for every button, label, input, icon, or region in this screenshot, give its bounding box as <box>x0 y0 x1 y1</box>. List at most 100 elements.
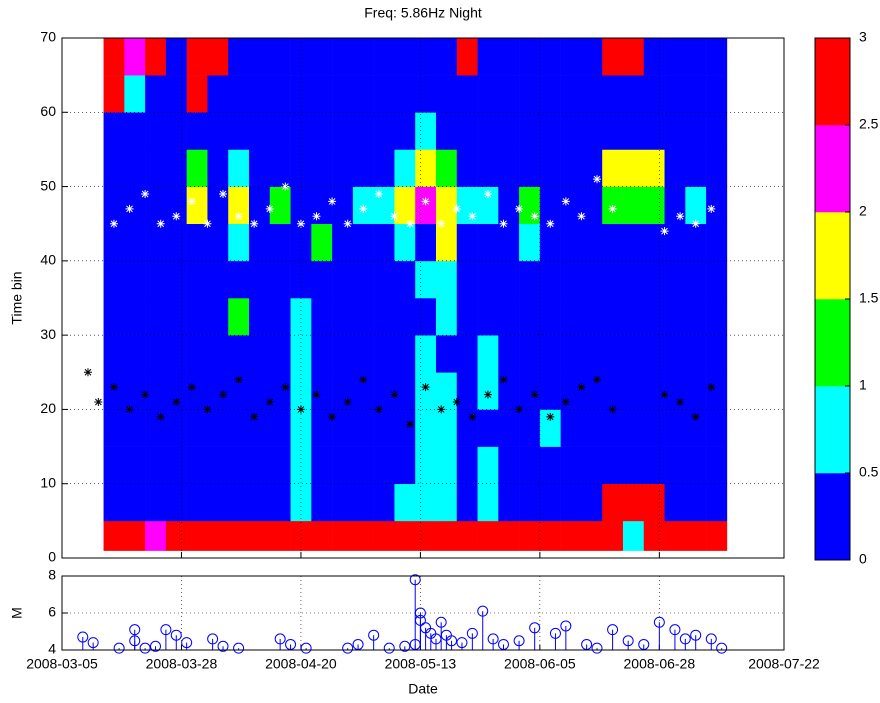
heatmap-cell <box>602 298 624 336</box>
heatmap-cell <box>394 186 416 225</box>
heatmap-cell <box>248 335 271 373</box>
heatmap-cell <box>477 483 499 522</box>
heatmap-cell <box>373 335 395 373</box>
heatmap-cell <box>560 38 582 76</box>
heatmap-cell <box>207 446 229 485</box>
colorbar-swatch <box>815 38 850 126</box>
heatmap-cell <box>664 520 686 551</box>
stem-marker <box>87 637 99 649</box>
heatmap-cell <box>622 112 645 150</box>
stem-marker <box>77 631 89 643</box>
heatmap-cell <box>560 112 582 150</box>
heatmap-cell <box>560 409 582 447</box>
colorbar-tick-label: 2.5 <box>859 116 879 132</box>
heatmap-cell <box>352 260 374 299</box>
heatmap-cell <box>248 223 271 262</box>
star-marker <box>593 375 602 384</box>
heatmap-cell <box>560 335 582 373</box>
heatmap-cell <box>560 186 582 225</box>
heatmap-cell <box>602 335 624 373</box>
stem-marker <box>513 635 525 647</box>
heatmap-cell <box>622 409 645 447</box>
heatmap-cell <box>103 223 125 262</box>
heatmap-cell <box>415 223 437 262</box>
heatmap-cell <box>519 112 541 150</box>
heatmap-cell <box>269 409 291 447</box>
star-marker <box>468 412 477 421</box>
heatmap-cell <box>124 409 146 447</box>
heatmap-cell <box>165 112 187 150</box>
star-marker <box>328 412 337 421</box>
stem-marker <box>300 642 312 654</box>
star-marker <box>359 375 368 384</box>
heatmap-cell <box>519 372 541 410</box>
heatmap-cell <box>581 446 603 485</box>
stem-marker <box>414 614 426 626</box>
star-marker <box>483 390 492 399</box>
heatmap-cell <box>207 409 229 447</box>
heatmap-cell <box>394 75 416 113</box>
colorbar-tick-label: 0.5 <box>859 464 879 480</box>
heatmap-cell <box>706 335 728 373</box>
heatmap-cell <box>539 335 561 373</box>
heatmap-cell <box>290 372 312 410</box>
star-marker <box>296 219 305 228</box>
heatmap-cell <box>228 483 250 522</box>
heatmap-cell <box>269 38 291 76</box>
heatmap-cell <box>706 38 728 76</box>
x-axis-label: Date <box>408 681 438 697</box>
heatmap-cell <box>435 260 458 299</box>
heatmap-cell <box>311 223 333 262</box>
heatmap-cell <box>394 483 416 522</box>
x-tick-label: 2008-06-28 <box>624 656 696 672</box>
heatmap-cell <box>290 409 312 447</box>
heatmap-cell <box>165 223 187 262</box>
star-marker <box>421 383 430 392</box>
heatmap-cell <box>186 223 208 262</box>
heatmap-cell <box>248 186 271 225</box>
heatmap-cell <box>602 38 624 76</box>
star-marker <box>546 219 555 228</box>
star-marker <box>660 227 669 236</box>
heatmap-cell <box>622 446 645 485</box>
heatmap-cell <box>332 112 354 150</box>
heatmap-cell <box>248 483 271 522</box>
stem-marker <box>705 633 717 645</box>
heatmap-cell <box>664 335 686 373</box>
stem-marker <box>487 633 499 645</box>
x-tick-label: 2008-04-20 <box>265 656 337 672</box>
heatmap-cell <box>145 112 167 150</box>
heatmap-cell <box>269 520 291 551</box>
heatmap-cell <box>519 75 541 113</box>
heatmap-cell <box>124 298 146 336</box>
heatmap-cell <box>602 75 624 113</box>
heatmap-cell <box>643 298 665 336</box>
heatmap-cell <box>311 372 333 410</box>
heatmap-cell <box>103 38 125 76</box>
heatmap-cell <box>560 75 582 113</box>
heatmap-cell <box>498 446 520 485</box>
heatmap-cell <box>456 260 478 299</box>
heatmap-cell <box>248 298 271 336</box>
heatmap-cell <box>373 298 395 336</box>
heatmap-cell <box>103 409 125 447</box>
heatmap-cell <box>145 260 167 299</box>
heatmap-cell <box>602 446 624 485</box>
heatmap-cell <box>228 260 250 299</box>
heatmap-cell <box>186 112 208 150</box>
stem-marker <box>716 642 728 654</box>
heatmap-cell <box>664 409 686 447</box>
heatmap-cell <box>311 75 333 113</box>
heatmap-cell <box>228 520 250 551</box>
y-tick-label: 4 <box>48 641 56 657</box>
heatmap-cell <box>622 75 645 113</box>
heatmap-cell <box>622 149 645 187</box>
stem-marker <box>113 642 125 654</box>
heatmap-cell <box>581 38 603 76</box>
star-marker <box>265 204 274 213</box>
heatmap-cell <box>477 446 499 485</box>
star-marker <box>390 390 399 399</box>
heatmap-cell <box>664 149 686 187</box>
star-marker <box>83 368 92 377</box>
star-marker <box>707 383 716 392</box>
